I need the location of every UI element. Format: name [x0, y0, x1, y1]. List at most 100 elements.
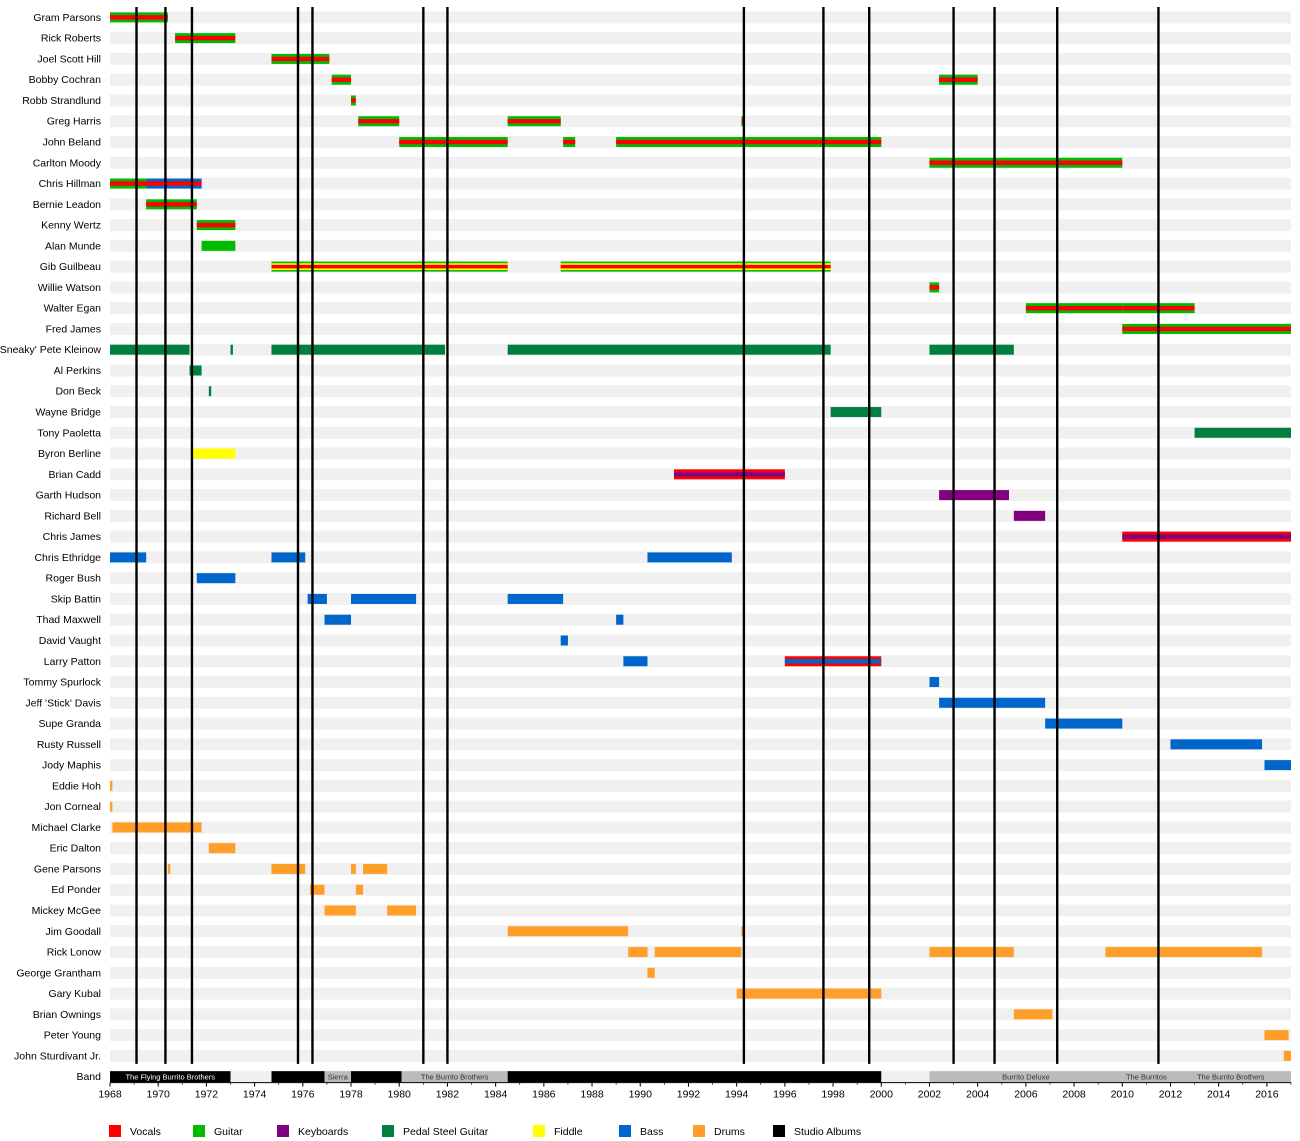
bar-pedal-steel-guitar: [271, 344, 446, 355]
member-name: Jody Maphis: [42, 760, 101, 772]
member-name: Greg Harris: [47, 116, 101, 128]
row-stripe: [110, 883, 1291, 896]
member-name: Skip Battin: [51, 593, 101, 605]
band-segment-label: The Flying Burrito Brothers: [125, 1073, 215, 1082]
row-stripe: [110, 738, 1291, 751]
bar-drums: [736, 988, 882, 999]
row-stripe: [110, 821, 1291, 834]
x-tick-label: 1976: [291, 1089, 315, 1101]
legend-label: Pedal Steel Guitar: [403, 1126, 489, 1138]
bar-drums: [355, 884, 364, 895]
bar-keyboards: [939, 490, 1010, 501]
x-tick-label: 2006: [1014, 1089, 1038, 1101]
bar-drums: [351, 863, 356, 874]
bar-vocals-stripe: [146, 202, 197, 207]
bar-drums: [1283, 1050, 1291, 1061]
member-name: Wayne Bridge: [35, 407, 101, 419]
member-name: Walter Egan: [44, 303, 102, 315]
band-segment-label: Sierra: [328, 1073, 349, 1082]
band-segment-label: The Burrito Brothers: [421, 1073, 489, 1082]
x-tick-label: 1994: [725, 1089, 749, 1101]
row-stripe: [110, 717, 1291, 730]
member-name: Jeff 'Stick' Davis: [25, 697, 101, 709]
member-name: Chris James: [43, 531, 101, 543]
x-tick-label: 2008: [1062, 1089, 1086, 1101]
x-tick-label: 2010: [1111, 1089, 1135, 1101]
bar-bass: [110, 552, 147, 563]
x-tick-label: 2016: [1255, 1089, 1279, 1101]
bar-drums: [324, 905, 356, 916]
legend-swatch: [193, 1125, 205, 1137]
bar-vocals-stripe: [271, 56, 330, 62]
bar-guitar: [201, 240, 236, 251]
bar-vocals-stripe: [331, 77, 352, 82]
bar-fiddle: [191, 448, 236, 459]
band-segment: [507, 1071, 882, 1083]
band-segment: [929, 1071, 1123, 1083]
bar-vocals-stripe: [929, 285, 940, 290]
x-tick-label: 2014: [1207, 1089, 1231, 1101]
row-stripe: [110, 11, 1291, 24]
row-stripe: [110, 52, 1291, 65]
member-name: Joel Scott Hill: [37, 53, 101, 65]
bar-drums: [271, 863, 306, 874]
legend-label: Drums: [714, 1126, 745, 1138]
row-stripe: [110, 447, 1291, 460]
bar-drums: [167, 863, 171, 874]
bar-keyboards-stripe: [673, 472, 785, 477]
x-axis: 1968 1970 1972 1974 1976 1978 1980 1982 1984 1986…: [98, 1082, 1292, 1101]
member-name: John Sturdivant Jr.: [14, 1050, 101, 1062]
bar-vocals-stripe: [560, 264, 831, 269]
bar-vocals-stripe: [507, 119, 561, 124]
bar-vocals-stripe: [399, 139, 508, 145]
member-name: Gary Kubal: [48, 988, 101, 1000]
band-row-label: Band: [76, 1071, 101, 1083]
member-name: Roger Bush: [46, 573, 102, 585]
bar-keyboards-stripe: [1122, 534, 1291, 539]
member-bars: [110, 12, 1291, 1061]
row-stripe: [110, 177, 1291, 190]
band-segment-label: The Burritos: [1126, 1073, 1167, 1082]
bar-bass: [324, 614, 352, 625]
row-stripe: [110, 842, 1291, 855]
row-stripe: [110, 1008, 1291, 1021]
member-name: Larry Patton: [44, 656, 101, 668]
bar-drums: [647, 967, 655, 978]
member-name: David Vaught: [39, 635, 101, 647]
member-name: Michael Clarke: [32, 822, 102, 834]
member-name: Rick Lonow: [47, 947, 102, 959]
legend-swatch: [619, 1125, 631, 1137]
bar-vocals-stripe: [110, 15, 168, 20]
x-tick-label: 1986: [532, 1089, 556, 1101]
legend-label: Fiddle: [554, 1126, 583, 1138]
row-stripe: [110, 1049, 1291, 1062]
row-stripe: [110, 862, 1291, 875]
bar-pedal-steel-guitar: [1194, 427, 1291, 438]
bar-bass: [1045, 718, 1123, 729]
bar-bass: [307, 593, 327, 604]
member-name: Gene Parsons: [34, 863, 101, 875]
bar-drums: [507, 926, 629, 937]
bar-drums: [208, 843, 236, 854]
band-segment: [324, 1071, 352, 1083]
member-name: Chris Hillman: [39, 178, 102, 190]
member-name: Garth Hudson: [36, 490, 102, 502]
member-name: Jim Goodall: [46, 926, 101, 938]
bar-bass: [196, 573, 236, 584]
row-stripe: [110, 364, 1291, 377]
x-tick-label: 1996: [773, 1089, 797, 1101]
member-name: Robb Strandlund: [22, 95, 101, 107]
bar-vocals-stripe: [929, 160, 1123, 165]
row-stripe: [110, 281, 1291, 294]
bar-vocals-stripe: [110, 181, 147, 186]
bar-keyboards: [1013, 510, 1046, 521]
band-segment-label: The Burrito Brothers: [1197, 1073, 1265, 1082]
member-name: Rick Roberts: [41, 33, 101, 45]
row-stripe: [110, 676, 1291, 689]
row-stripe: [110, 904, 1291, 917]
row-stripe: [110, 800, 1291, 813]
x-tick-label: 1982: [436, 1089, 460, 1101]
member-name: Don Beck: [55, 386, 101, 398]
bar-drums: [628, 947, 648, 958]
